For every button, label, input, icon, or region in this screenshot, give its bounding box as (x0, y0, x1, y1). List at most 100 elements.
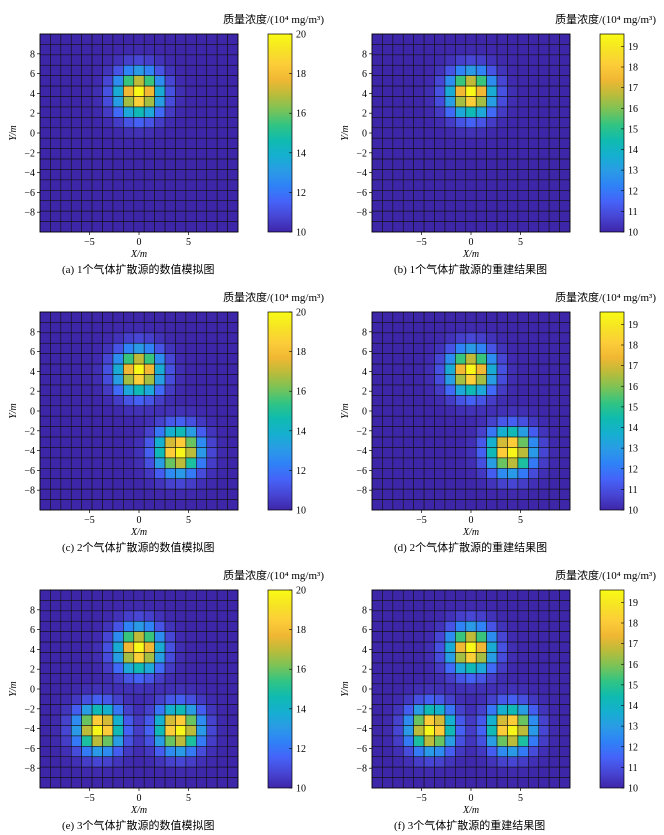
heatmap-cell (81, 468, 93, 480)
heatmap-cell (206, 725, 218, 737)
heatmap-cell (102, 673, 114, 685)
heatmap-cell (196, 725, 208, 737)
heatmap-cell (143, 735, 155, 747)
heatmap-cell (402, 117, 414, 129)
heatmap-cell (517, 148, 529, 160)
heatmap-cell (39, 221, 51, 233)
heatmap-cell (154, 395, 166, 407)
y-axis-label: Y/m (340, 403, 351, 419)
heatmap-cell (123, 673, 135, 685)
heatmap-cell (112, 704, 124, 716)
heatmap-cell (50, 673, 62, 685)
heatmap-cell (81, 64, 93, 76)
heatmap-cell (423, 395, 435, 407)
heatmap-cell (507, 117, 519, 129)
heatmap-cell (227, 44, 239, 56)
heatmap-cell (102, 756, 114, 768)
x-tick-label: 5 (186, 515, 191, 526)
heatmap-cell (185, 693, 197, 705)
x-tick-label: 0 (469, 237, 474, 248)
heatmap-cell (70, 610, 82, 622)
heatmap-cell (143, 190, 155, 202)
heatmap-cell (434, 652, 446, 664)
heatmap-cell (216, 766, 228, 778)
heatmap-cell (382, 457, 394, 469)
heatmap-cell (423, 179, 435, 191)
heatmap-cell (164, 746, 176, 758)
heatmap-cell (175, 620, 187, 632)
y-tick-label: 2 (30, 109, 35, 120)
heatmap-cell (507, 322, 519, 334)
heatmap-cell (538, 610, 550, 622)
heatmap-cell (496, 148, 508, 160)
heatmap-cell (465, 179, 477, 191)
heatmap-cell (91, 75, 103, 87)
colorbar-tick-label: 12 (628, 742, 638, 753)
heatmap-cell (392, 405, 404, 417)
heatmap-cell (423, 158, 435, 170)
heatmap-cell (102, 127, 114, 139)
heatmap-cell (538, 322, 550, 334)
colorbar-tick-label: 12 (628, 186, 638, 197)
heatmap-cell (371, 54, 383, 66)
heatmap-cell (216, 158, 228, 170)
heatmap-cell (143, 210, 155, 222)
colorbar (267, 311, 293, 511)
x-axis-label: X/m (130, 805, 147, 816)
colorbar-tick-label: 12 (628, 464, 638, 475)
heatmap-cell (227, 127, 239, 139)
heatmap-cell (112, 106, 124, 118)
heatmap-cell (444, 200, 456, 212)
heatmap-cell (154, 610, 166, 622)
heatmap-cell (423, 148, 435, 160)
heatmap-cell (392, 148, 404, 160)
heatmap-cell (133, 33, 145, 45)
heatmap-cell (465, 190, 477, 202)
heatmap-cell (517, 631, 529, 643)
heatmap-cell (185, 704, 197, 716)
heatmap-cell (528, 332, 540, 344)
heatmap-cell (423, 725, 435, 737)
heatmap-cell (81, 766, 93, 778)
heatmap-cell (91, 33, 103, 45)
heatmap-cell (434, 436, 446, 448)
heatmap-cell (548, 436, 560, 448)
heatmap-cell (60, 457, 72, 469)
heatmap-cell (486, 735, 498, 747)
heatmap-cell (465, 148, 477, 160)
heatmap-cell (164, 415, 176, 427)
heatmap-cell (39, 589, 51, 601)
heatmap-cell (154, 200, 166, 212)
heatmap-cell (402, 158, 414, 170)
heatmap-cell (81, 631, 93, 643)
heatmap-cell (392, 64, 404, 76)
heatmap-cell (39, 158, 51, 170)
heatmap-cell (528, 600, 540, 612)
heatmap-cell (413, 766, 425, 778)
heatmap-cell (133, 610, 145, 622)
heatmap-cell (371, 610, 383, 622)
heatmap-cell (216, 468, 228, 480)
heatmap-cell (60, 746, 72, 758)
heatmap-cell (91, 457, 103, 469)
colorbar-tick-label: 17 (628, 361, 638, 372)
heatmap-cell (143, 652, 155, 664)
heatmap-cell (185, 714, 197, 726)
heatmap-cell (475, 457, 487, 469)
heatmap-cell (486, 190, 498, 202)
heatmap-cell (559, 610, 571, 622)
heatmap-cell (227, 311, 239, 323)
heatmap-cell (143, 374, 155, 386)
heatmap-cell (133, 353, 145, 365)
heatmap-cell (91, 54, 103, 66)
heatmap-cell (382, 735, 394, 747)
heatmap-cell (102, 457, 114, 469)
heatmap-cell (60, 714, 72, 726)
heatmap-cell (81, 179, 93, 191)
heatmap-cell (528, 589, 540, 601)
heatmap-cell (60, 190, 72, 202)
heatmap-cell (496, 221, 508, 233)
heatmap-cell (70, 447, 82, 459)
heatmap-cell (133, 478, 145, 490)
heatmap-cell (402, 200, 414, 212)
